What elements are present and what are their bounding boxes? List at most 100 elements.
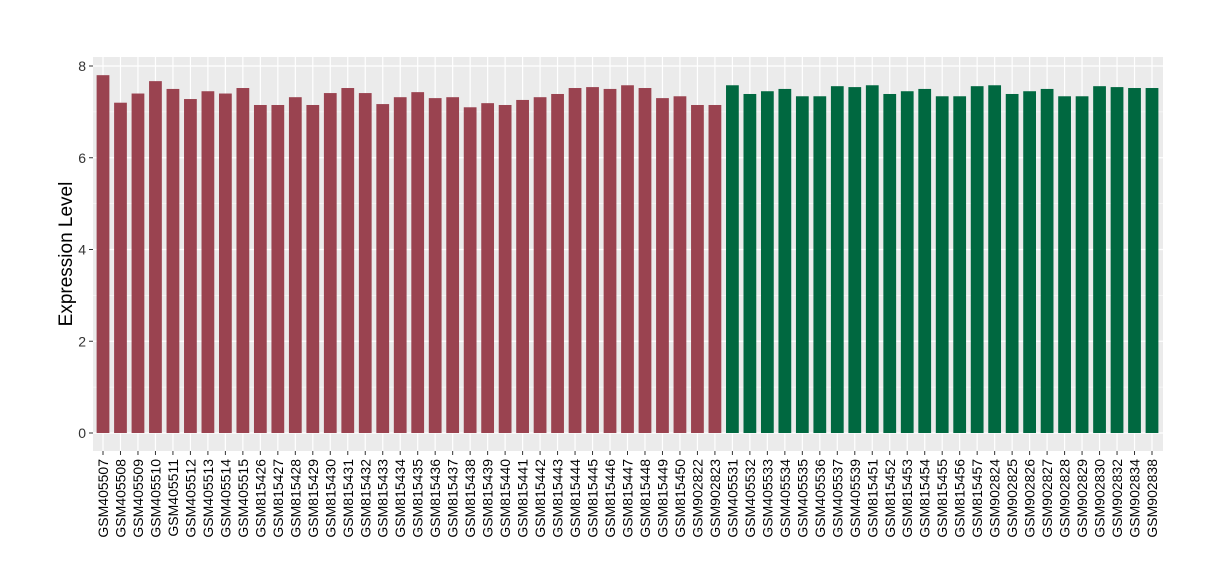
bar-GSM815430 xyxy=(323,93,337,433)
x-tick-label: GSM815440 xyxy=(497,459,513,538)
bar-GSM815429 xyxy=(306,104,320,434)
x-tick-label: GSM815454 xyxy=(917,459,933,538)
bar-GSM815446 xyxy=(603,88,617,433)
x-tick-label: GSM815443 xyxy=(550,459,566,538)
x-tick-label: GSM405512 xyxy=(182,459,198,538)
bar-GSM815428 xyxy=(288,97,302,433)
bar-GSM405515 xyxy=(236,88,250,434)
x-tick-label: GSM815449 xyxy=(654,459,670,538)
x-tick-label: GSM815453 xyxy=(899,459,915,538)
x-tick-label: GSM405536 xyxy=(812,459,828,538)
x-tick-label: GSM405531 xyxy=(724,459,740,538)
x-tick-label: GSM815457 xyxy=(969,459,985,538)
x-tick-label: GSM405515 xyxy=(235,459,251,538)
bar-GSM815440 xyxy=(498,104,512,434)
x-tick-label: GSM405510 xyxy=(147,459,163,538)
x-tick-label: GSM405535 xyxy=(794,459,810,538)
bar-GSM815455 xyxy=(935,96,949,433)
x-tick-label: GSM815437 xyxy=(445,459,461,538)
bar-GSM815441 xyxy=(516,99,529,433)
x-tick-label: GSM405537 xyxy=(829,459,845,538)
x-tick-label: GSM815429 xyxy=(305,459,321,538)
x-tick-label: GSM815436 xyxy=(427,459,443,538)
y-tick-label: 6 xyxy=(78,150,86,166)
bar-GSM405539 xyxy=(848,87,862,433)
x-tick-label: GSM405539 xyxy=(847,459,863,538)
bar-GSM902829 xyxy=(1075,96,1089,433)
x-tick-label: GSM815452 xyxy=(882,459,898,538)
bar-GSM405514 xyxy=(219,93,232,434)
x-tick-label: GSM405508 xyxy=(112,459,128,538)
bar-GSM902826 xyxy=(1023,91,1036,433)
x-tick-label: GSM405507 xyxy=(95,459,111,538)
bar-GSM815454 xyxy=(918,88,932,433)
bar-GSM815447 xyxy=(621,85,634,433)
bar-GSM815427 xyxy=(271,104,285,434)
x-tick-label: GSM405533 xyxy=(759,459,775,538)
x-tick-label: GSM815438 xyxy=(462,459,478,538)
bar-GSM902824 xyxy=(988,85,1002,433)
x-tick-label: GSM405509 xyxy=(130,459,146,538)
x-tick-label: GSM902829 xyxy=(1074,459,1090,538)
x-tick-label: GSM405513 xyxy=(200,459,216,538)
bar-GSM405534 xyxy=(778,88,792,433)
bar-GSM405537 xyxy=(830,86,844,433)
bar-GSM815432 xyxy=(358,93,372,433)
bar-GSM902823 xyxy=(708,104,722,434)
bar-GSM815437 xyxy=(446,97,460,433)
bar-GSM815456 xyxy=(953,96,967,433)
y-axis: 0 2 4 6 8 xyxy=(78,58,93,441)
x-tick-label: GSM815446 xyxy=(602,459,618,538)
x-tick-label: GSM902822 xyxy=(689,459,705,538)
bar-GSM815457 xyxy=(970,86,984,433)
x-tick-label: GSM815445 xyxy=(585,459,601,538)
bar-GSM815450 xyxy=(673,96,687,433)
bar-GSM815443 xyxy=(551,93,564,433)
x-tick-label: GSM405534 xyxy=(777,459,793,538)
bar-GSM902822 xyxy=(691,104,704,434)
bar-GSM815438 xyxy=(463,107,477,433)
bar-GSM902827 xyxy=(1040,88,1054,433)
bar-GSM405511 xyxy=(166,88,180,433)
x-tick-label: GSM902832 xyxy=(1109,459,1125,538)
bar-GSM815436 xyxy=(428,98,442,434)
bar-GSM405531 xyxy=(726,85,739,433)
bar-GSM815448 xyxy=(638,88,652,434)
bar-GSM815444 xyxy=(568,88,582,434)
bar-GSM815435 xyxy=(411,92,425,434)
bar-GSM405510 xyxy=(149,81,162,434)
x-tick-label: GSM815432 xyxy=(357,459,373,538)
x-tick-label: GSM815442 xyxy=(532,459,548,538)
x-tick-label: GSM815426 xyxy=(252,459,268,538)
bar-GSM815442 xyxy=(533,97,547,433)
x-tick-label: GSM405514 xyxy=(217,459,233,538)
x-tick-label: GSM815447 xyxy=(620,459,636,538)
x-tick-label: GSM405511 xyxy=(165,459,181,537)
x-tick-label: GSM815451 xyxy=(864,459,880,538)
y-tick-label: 4 xyxy=(78,242,86,258)
bar-GSM815433 xyxy=(376,104,390,434)
bar-GSM815439 xyxy=(481,103,495,433)
x-tick-label: GSM902823 xyxy=(707,459,723,538)
x-tick-label: GSM902824 xyxy=(987,459,1003,538)
x-tick-label: GSM815448 xyxy=(637,459,653,538)
x-tick-label: GSM815430 xyxy=(322,459,338,538)
bar-GSM815453 xyxy=(900,91,914,433)
bar-GSM405507 xyxy=(96,75,110,434)
x-tick-label: GSM902834 xyxy=(1127,459,1143,538)
bar-GSM405532 xyxy=(743,93,757,433)
bars xyxy=(96,75,1159,434)
bar-GSM405508 xyxy=(114,102,127,433)
bar-GSM815451 xyxy=(865,85,879,433)
y-tick-label: 2 xyxy=(78,333,86,349)
bar-GSM405513 xyxy=(201,91,215,433)
x-tick-label: GSM902830 xyxy=(1092,459,1108,538)
bar-GSM902832 xyxy=(1110,87,1124,433)
bar-GSM815449 xyxy=(656,98,669,434)
x-tick-label: GSM815428 xyxy=(287,459,303,538)
x-tick-label: GSM815431 xyxy=(340,459,356,538)
bar-GSM902830 xyxy=(1093,86,1106,433)
x-tick-label: GSM815434 xyxy=(392,459,408,538)
x-tick-label: GSM815427 xyxy=(270,459,286,538)
